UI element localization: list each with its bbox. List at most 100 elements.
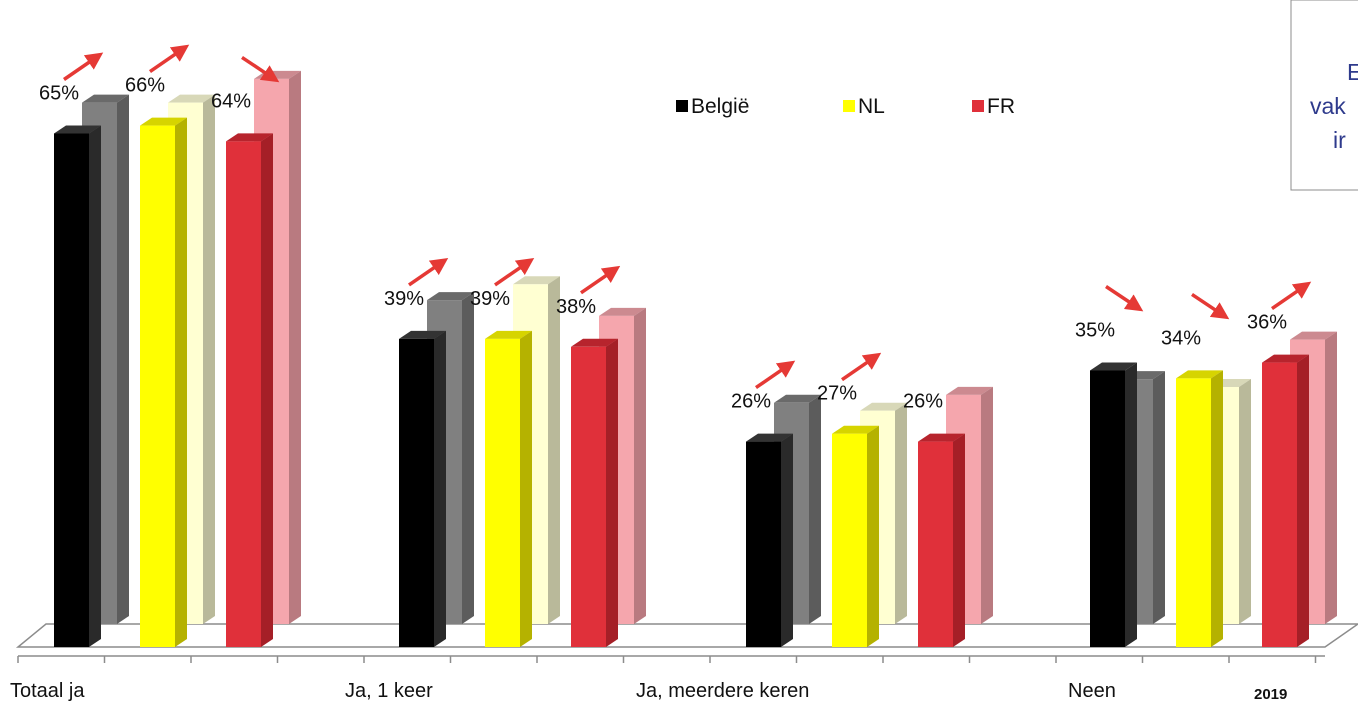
text-box-frame — [1290, 0, 1358, 191]
ghost-bar-top — [860, 402, 907, 411]
value-label: 65% — [39, 83, 79, 105]
trend-arrow-up — [408, 257, 449, 287]
trend-arrow-down — [1191, 292, 1230, 320]
ghost-bar-side — [1325, 331, 1337, 624]
bar-top — [399, 330, 446, 339]
bar-side — [606, 338, 618, 647]
text-box: E vak ir — [1290, 0, 1358, 191]
bar-side — [175, 117, 187, 648]
bar-front — [226, 141, 261, 647]
value-label: 26% — [903, 391, 943, 413]
legend: België NL FR — [676, 95, 1015, 118]
bar-top — [918, 433, 965, 442]
legend-swatch-belgie — [676, 100, 688, 112]
bar-front — [571, 346, 606, 647]
category-label: Neen — [1068, 680, 1116, 702]
legend-swatch-fr — [972, 100, 984, 112]
category-label: Ja, meerdere keren — [636, 680, 809, 702]
category-labels: Totaal ja Ja, 1 keer Ja, meerdere keren … — [10, 680, 1116, 702]
bar-front — [1176, 378, 1211, 647]
value-label: 39% — [470, 288, 510, 310]
bar-side — [867, 425, 879, 647]
bar-front — [832, 433, 867, 647]
bar-front — [54, 133, 89, 647]
text-box-line: E — [1347, 59, 1358, 85]
trend-arrow-up — [63, 52, 104, 81]
legend-label-nl: NL — [858, 95, 885, 118]
bar-group — [54, 70, 1337, 648]
ghost-bar-side — [117, 94, 129, 625]
bar-side — [1211, 370, 1223, 647]
ghost-bar-top — [1290, 331, 1337, 340]
ghost-bar-top — [599, 307, 646, 316]
bar — [832, 425, 879, 647]
bar-side — [261, 133, 273, 647]
bar-top — [571, 338, 618, 347]
trend-arrows — [63, 44, 1312, 390]
bar-top — [1262, 354, 1309, 363]
ghost-bar-top — [168, 94, 215, 103]
ghost-bar-side — [1153, 371, 1165, 624]
ghost-bar-side — [548, 276, 560, 624]
legend-label-belgie: België — [691, 95, 749, 118]
bar-top — [54, 125, 101, 134]
bar-top — [485, 330, 532, 339]
bar-top — [746, 433, 793, 442]
text-box-line: vak — [1310, 93, 1346, 119]
legend-swatch-nl — [843, 100, 855, 112]
bar-side — [1125, 362, 1137, 647]
x-axis-ticks — [17, 656, 1317, 663]
ghost-bar-side — [981, 386, 993, 624]
trend-arrow-up — [755, 360, 796, 390]
ghost-bar-top — [513, 276, 560, 285]
ghost-bar-top — [427, 292, 474, 301]
value-label: 35% — [1075, 320, 1115, 342]
bar-top — [1090, 362, 1137, 371]
ghost-bar-side — [634, 307, 646, 624]
value-labels: 65% 66% 64% 39% 39% 38% 26% 27% 26% 35% 34% 36% — [39, 75, 1287, 413]
bar-side — [781, 433, 793, 647]
bar-top — [832, 425, 879, 434]
bar — [226, 133, 273, 647]
value-label: 34% — [1161, 327, 1201, 349]
trend-arrow-down — [1105, 285, 1144, 312]
trend-arrow-up — [841, 352, 882, 382]
ghost-bar-side — [203, 94, 215, 625]
bar — [571, 338, 618, 647]
trend-arrow-down — [241, 55, 280, 83]
ghost-bar-side — [895, 402, 907, 624]
bar-top — [226, 133, 273, 142]
ghost-bar-side — [462, 292, 474, 624]
legend-label-fr: FR — [987, 95, 1015, 118]
trend-arrow-up — [494, 257, 535, 287]
chart-floor — [15, 623, 1358, 648]
bar — [399, 330, 446, 647]
bar — [140, 117, 187, 648]
bar — [746, 433, 793, 647]
bar — [918, 433, 965, 647]
bar-top — [1176, 370, 1223, 379]
bar-side — [953, 433, 965, 647]
ghost-bar-top — [946, 386, 993, 395]
bar-side — [1297, 354, 1309, 647]
ghost-bar-side — [809, 394, 821, 624]
bar-top — [140, 117, 187, 126]
ghost-bar-top — [82, 94, 129, 103]
bar-side — [89, 125, 101, 647]
category-label: Totaal ja — [10, 680, 85, 702]
ghost-bar-side — [1239, 379, 1251, 624]
value-label: 38% — [556, 296, 596, 318]
bar — [485, 330, 532, 647]
bar-front — [918, 441, 953, 647]
bar — [54, 125, 101, 647]
bar-side — [520, 330, 532, 647]
value-label: 27% — [817, 383, 857, 405]
bar-front — [1090, 370, 1125, 647]
ghost-bar-top — [774, 394, 821, 403]
text-box-line: ir — [1333, 127, 1346, 153]
bar-side — [434, 330, 446, 647]
year-label: 2019 — [1254, 686, 1287, 703]
bar-front — [399, 338, 434, 647]
bar-front — [485, 338, 520, 647]
